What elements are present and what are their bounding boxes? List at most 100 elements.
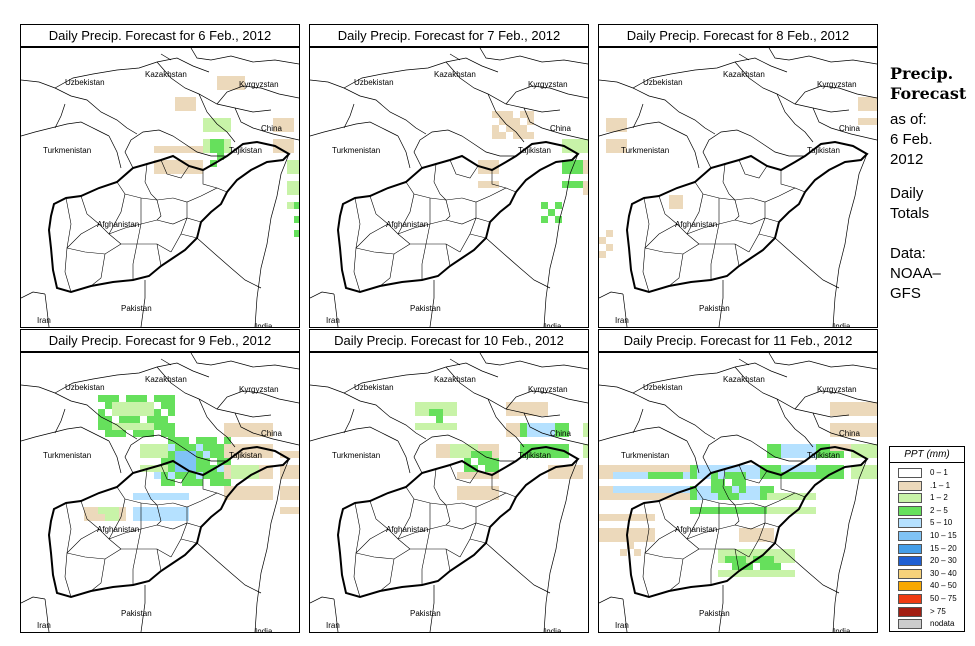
precip-cell [485, 167, 492, 174]
province-border [449, 159, 479, 179]
boundary-line [543, 153, 579, 327]
precip-cell [266, 430, 273, 437]
province-border [397, 193, 415, 235]
precip-cell [837, 451, 844, 458]
precip-cell [266, 423, 273, 430]
precip-cell [238, 451, 245, 458]
precip-cell [217, 153, 224, 160]
precip-cell [781, 507, 788, 514]
province-border [722, 163, 736, 201]
precip-cell [760, 493, 767, 500]
precip-cell [238, 465, 245, 472]
province-border [433, 468, 447, 506]
precip-cell [732, 479, 739, 486]
precip-cell [266, 486, 273, 493]
precip-cell [161, 146, 168, 153]
precip-cell [555, 202, 562, 209]
precip-cell [774, 563, 781, 570]
precip-cell [620, 139, 627, 146]
country-label-uzbekistan: Uzbekistan [643, 78, 683, 87]
precip-cell [182, 146, 189, 153]
precip-cell [450, 451, 457, 458]
precip-cell [133, 395, 140, 402]
precip-cell [858, 430, 865, 437]
source-line-1: NOAA– [890, 265, 941, 282]
precip-cell [851, 444, 858, 451]
precip-cell [182, 458, 189, 465]
precip-cell [746, 528, 753, 535]
precip-cell [613, 125, 620, 132]
province-border [738, 159, 768, 179]
country-label-china: China [261, 124, 282, 133]
boundary-line [686, 135, 700, 169]
country-label-turkmenistan: Turkmenistan [332, 146, 381, 155]
precip-cell [217, 139, 224, 146]
precip-cell [613, 486, 620, 493]
precip-cell [443, 409, 450, 416]
precip-cell [294, 202, 299, 209]
precip-cell [224, 479, 231, 486]
precip-cell [478, 486, 485, 493]
province-border [355, 528, 389, 554]
precip-cell [231, 430, 238, 437]
precip-cell [422, 423, 429, 430]
precip-cell [429, 402, 436, 409]
precip-cell [210, 139, 217, 146]
precip-cell [606, 514, 613, 521]
boundary-line [523, 412, 588, 446]
precip-cell [872, 465, 877, 472]
precip-cell [133, 409, 140, 416]
boundary-line [54, 103, 66, 129]
precip-cell [620, 514, 627, 521]
boundary-line [738, 48, 877, 65]
precip-cell [746, 549, 753, 556]
precip-cell [802, 451, 809, 458]
precip-cell [168, 160, 175, 167]
precip-cell [697, 493, 704, 500]
province-border [121, 548, 172, 558]
precip-cell [105, 423, 112, 430]
province-border [379, 253, 395, 287]
precip-cell [471, 444, 478, 451]
precip-cell [576, 472, 583, 479]
precip-cell [830, 465, 837, 472]
precip-cell [562, 430, 569, 437]
province-border [461, 187, 517, 203]
precip-cell [541, 402, 548, 409]
precip-cell [718, 493, 725, 500]
country-label-tajikistan: Tajikistan [807, 451, 840, 460]
province-border [699, 243, 750, 253]
precip-cell [599, 251, 606, 258]
precip-cell [464, 451, 471, 458]
precip-cell [217, 76, 224, 83]
precip-cell [527, 444, 534, 451]
precip-cell [168, 402, 175, 409]
province-border [710, 548, 716, 585]
precip-cell [478, 458, 485, 465]
precip-cell [168, 472, 175, 479]
precip-cell [287, 493, 294, 500]
boundary-line [44, 293, 50, 327]
precip-cell [739, 465, 746, 472]
province-border [116, 181, 174, 201]
precip-cell [154, 493, 161, 500]
province-border [445, 243, 451, 267]
precip-cell [774, 507, 781, 514]
precip-cell [478, 472, 485, 479]
province-border [108, 193, 126, 235]
legend-swatch [898, 619, 922, 630]
precip-cell [555, 216, 562, 223]
precip-cell [739, 507, 746, 514]
precip-cell [676, 493, 683, 500]
precip-cell [555, 430, 562, 437]
precip-cell [872, 409, 877, 416]
precip-cell [224, 146, 231, 153]
precip-cell [641, 514, 648, 521]
precip-cell [112, 409, 119, 416]
precip-cell [119, 402, 126, 409]
precip-cell [161, 430, 168, 437]
boundary-line [718, 585, 724, 632]
precip-cell [872, 444, 877, 451]
precip-cell [238, 472, 245, 479]
precip-cell [175, 146, 182, 153]
